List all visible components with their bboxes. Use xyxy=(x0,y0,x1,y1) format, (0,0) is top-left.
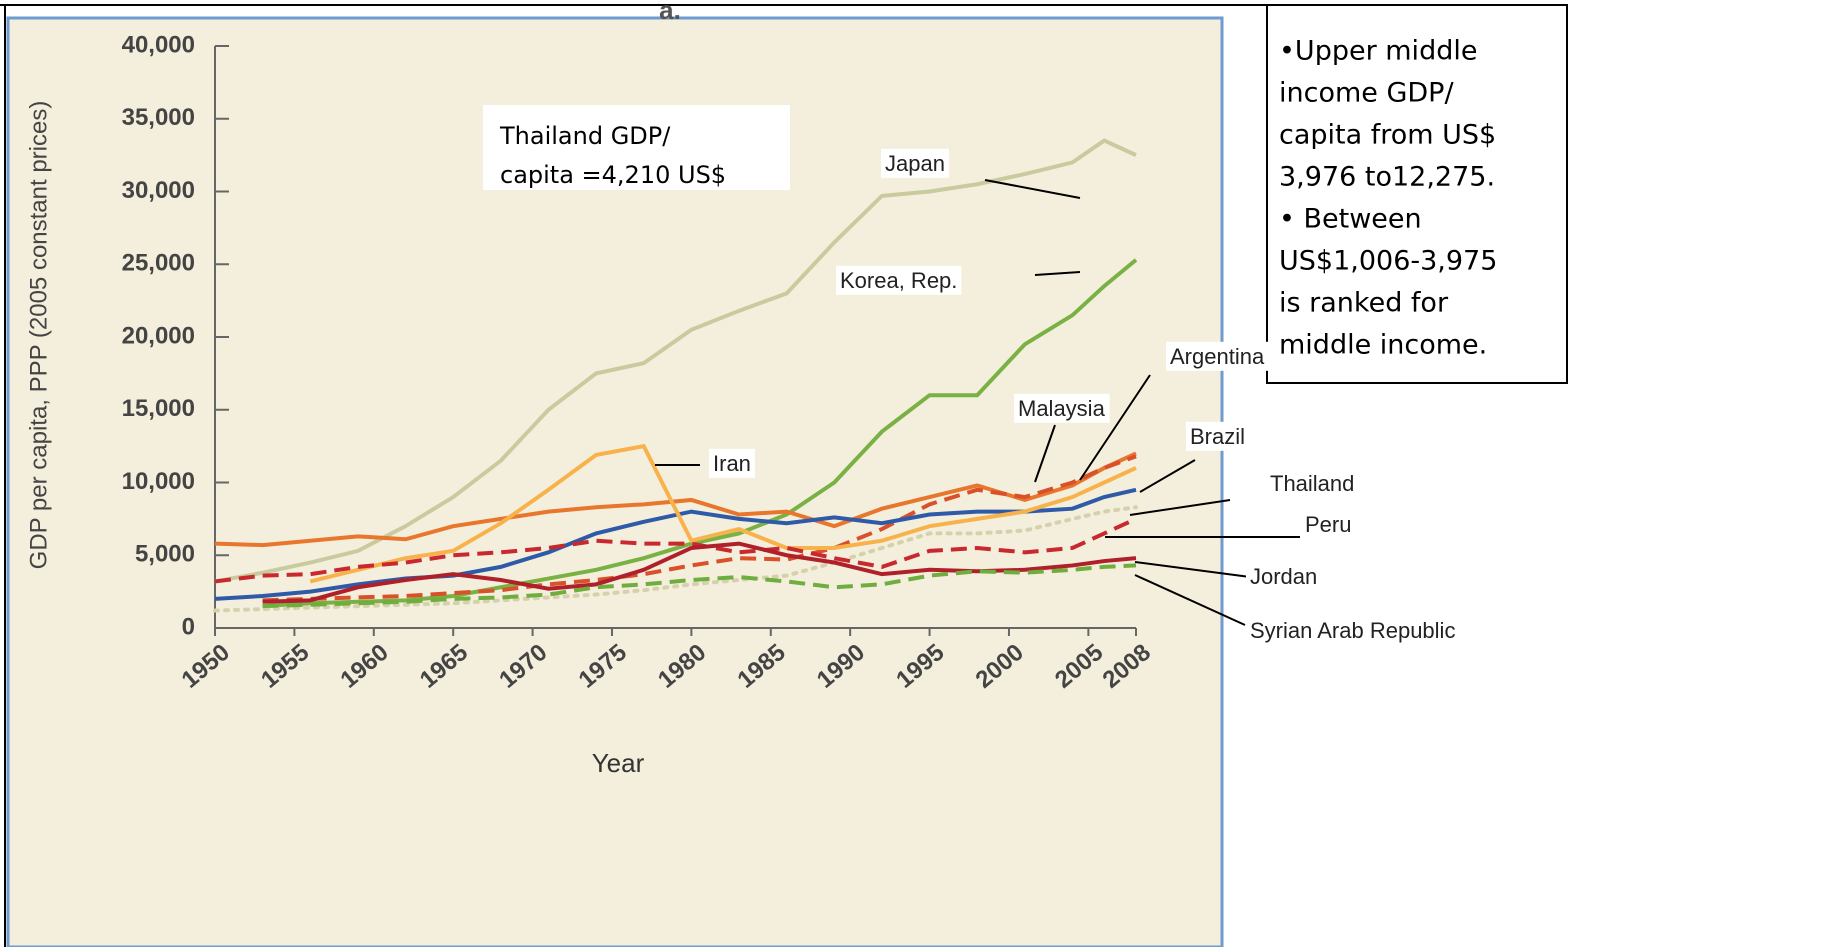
leader-line xyxy=(1129,499,1231,516)
label-bg xyxy=(881,148,949,178)
series-line xyxy=(262,563,1137,609)
series-label: Argentina xyxy=(1170,344,1265,369)
y-tick-label: 20,000 xyxy=(122,322,195,349)
leader-line xyxy=(984,179,1081,199)
series-line xyxy=(214,487,1137,601)
series-label: Malaysia xyxy=(1018,396,1106,421)
label-bg xyxy=(836,265,962,295)
leader-line xyxy=(1034,271,1081,276)
chart-title: a. xyxy=(659,0,681,25)
label-bg xyxy=(709,448,755,478)
y-tick-label: 10,000 xyxy=(122,468,195,495)
label-bg xyxy=(1014,393,1110,423)
series-label: Iran xyxy=(713,451,751,476)
y-tick-label: 15,000 xyxy=(122,395,195,422)
series-line xyxy=(309,443,1137,584)
series-line xyxy=(262,541,1137,604)
x-axis-label: Year xyxy=(592,748,645,778)
series-label: Brazil xyxy=(1190,424,1245,449)
y-tick-label: 40,000 xyxy=(122,31,195,58)
y-tick-label: 0 xyxy=(182,613,195,640)
note-line: US$1,006-3,975 xyxy=(1279,246,1497,277)
note-line: is ranked for xyxy=(1279,288,1449,319)
annotation: capita =4,210 US$ xyxy=(500,161,726,189)
leader-line xyxy=(1079,374,1151,481)
series-label: Korea, Rep. xyxy=(840,268,957,293)
annotation: Thailand GDP/ xyxy=(499,122,671,150)
label-bg xyxy=(1301,509,1356,539)
series-label: Peru xyxy=(1305,512,1351,537)
leader-line xyxy=(1134,561,1251,578)
y-tick-label: 25,000 xyxy=(122,250,195,277)
leader-line xyxy=(1139,459,1196,493)
y-axis-label: GDP per capita, PPP (2005 constant price… xyxy=(25,101,52,570)
series-line xyxy=(214,451,1137,548)
label-bg xyxy=(1246,561,1322,591)
note-line: middle income. xyxy=(1279,330,1487,361)
y-tick-label: 30,000 xyxy=(122,177,195,204)
note-line: income GDP/ xyxy=(1279,78,1454,109)
label-bg xyxy=(1186,421,1250,451)
y-tick-label: 5,000 xyxy=(135,541,195,568)
note: •Upper middle income GDP/capita from US$ 3… xyxy=(1279,36,1497,361)
annotation-box xyxy=(483,105,790,190)
series-label: Thailand xyxy=(1270,471,1354,496)
note-line: capita from US$ xyxy=(1279,120,1496,151)
y-tick-label: 35,000 xyxy=(122,104,195,131)
note-box xyxy=(1266,4,1568,384)
series-line xyxy=(214,517,1137,584)
series-line xyxy=(262,454,1137,603)
note-line: 3,976 to12,275. xyxy=(1279,162,1495,193)
series-line xyxy=(214,138,1137,584)
series-label: Syrian Arab Republic xyxy=(1250,618,1455,643)
label-bg xyxy=(1266,468,1359,498)
leader-line xyxy=(1034,424,1056,483)
series-label: Jordan xyxy=(1250,564,1317,589)
leader-line xyxy=(1134,574,1246,626)
series-line xyxy=(213,505,1138,613)
note-line: • Between xyxy=(1279,204,1422,235)
note-line: •Upper middle xyxy=(1279,36,1477,67)
label-bg xyxy=(1166,341,1269,371)
label-bg xyxy=(1246,615,1460,645)
series-label: Japan xyxy=(885,151,945,176)
